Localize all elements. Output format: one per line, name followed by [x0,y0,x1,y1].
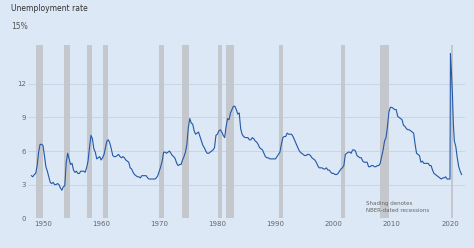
Bar [380,45,389,218]
Bar [64,45,70,218]
Bar [182,45,190,218]
Bar [451,45,453,218]
Bar [218,45,222,218]
Text: Unemployment rate: Unemployment rate [11,4,88,13]
Text: Shading denotes
NBER-dated recessions: Shading denotes NBER-dated recessions [365,201,429,213]
Bar [226,45,234,218]
Bar [36,45,43,218]
Bar [159,45,164,218]
Bar [87,45,92,218]
Bar [341,45,345,218]
Bar [103,45,108,218]
Bar [279,45,283,218]
Text: 15%: 15% [11,22,28,31]
